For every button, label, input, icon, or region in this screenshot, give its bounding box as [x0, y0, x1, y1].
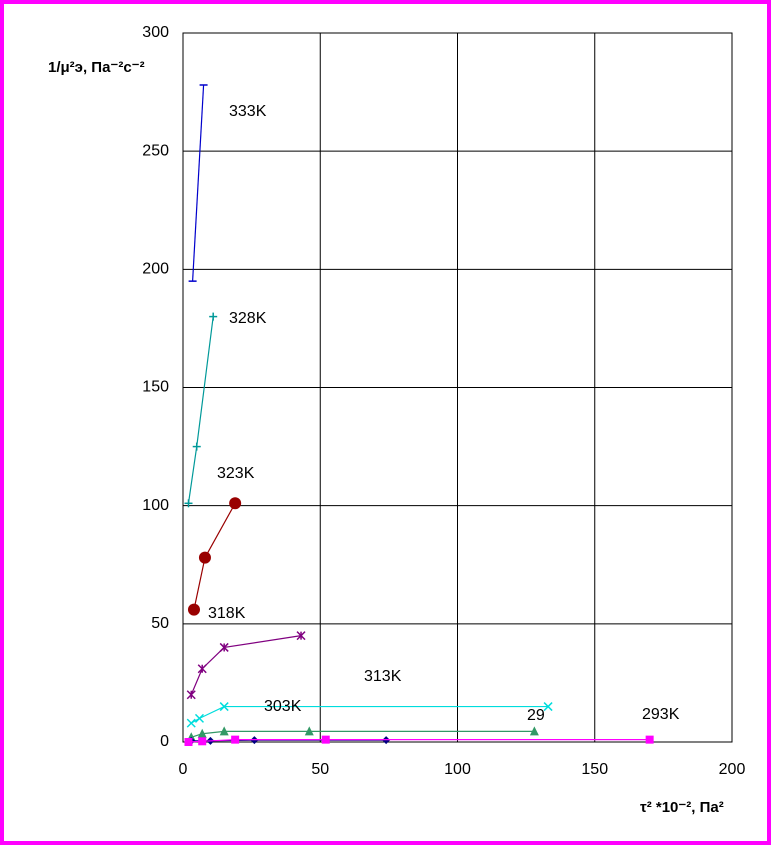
marker-shape: [529, 726, 539, 736]
y-tick-label: 300: [142, 24, 169, 41]
point: [219, 642, 229, 652]
point: [187, 603, 200, 616]
point: [194, 713, 205, 723]
series-label: 29: [527, 707, 545, 724]
point: [296, 631, 306, 641]
point: [198, 551, 211, 564]
point: [209, 312, 218, 321]
series-label: 318K: [208, 605, 246, 622]
marker-shape: [231, 735, 240, 744]
marker-part: [543, 702, 553, 712]
series-line: [190, 705, 549, 724]
point: [304, 726, 314, 736]
point: [197, 728, 207, 738]
y-tick-label: 200: [142, 261, 169, 278]
y-tick-label: 50: [151, 615, 169, 632]
point: [197, 664, 207, 674]
x-tick-label: 100: [444, 761, 471, 778]
point: [231, 735, 240, 744]
point: [198, 737, 207, 746]
marker-shape: [198, 737, 207, 746]
point: [192, 442, 201, 451]
point: [543, 702, 553, 712]
marker-shape: [321, 735, 330, 744]
point: [184, 499, 193, 508]
series-label: 323K: [217, 465, 255, 482]
series-label: 313K: [364, 668, 402, 685]
marker-part: [186, 718, 196, 728]
x-tick-label: 50: [311, 761, 329, 778]
x-tick-label: 150: [581, 761, 608, 778]
x-axis-title: τ² *10⁻², Па²: [640, 799, 724, 816]
y-tick-label: 150: [142, 379, 169, 396]
y-axis-title: 1/μ²э, Па⁻²с⁻²: [48, 59, 145, 76]
series-line: [190, 635, 302, 695]
series-label: 293K: [642, 706, 680, 723]
series-label: 303K: [264, 698, 302, 715]
marker-shape: [187, 603, 200, 616]
series-label: 333K: [229, 103, 267, 120]
point: [321, 735, 330, 744]
marker-shape: [184, 738, 193, 746]
marker-shape: [197, 728, 207, 738]
x-tick-label: 200: [719, 761, 746, 778]
point: [645, 735, 654, 744]
marker-shape: [304, 726, 314, 736]
point: [186, 718, 196, 728]
y-tick-label: 0: [160, 733, 169, 750]
marker-shape: [229, 497, 242, 510]
point: [529, 726, 539, 736]
point: [184, 738, 193, 746]
x-tick-label: 0: [179, 761, 188, 778]
plot-border: [182, 32, 733, 743]
y-tick-label: 100: [142, 497, 169, 514]
marker-shape: [198, 551, 211, 564]
marker-part: [194, 713, 205, 723]
point: [229, 497, 242, 510]
point: [186, 690, 196, 700]
marker-shape: [219, 726, 229, 736]
point: [219, 702, 229, 712]
y-tick-label: 250: [142, 142, 169, 159]
series-label: 328K: [229, 310, 267, 327]
series-line: [192, 84, 205, 282]
marker-shape: [645, 735, 654, 744]
marker-part: [219, 702, 229, 712]
point: [219, 726, 229, 736]
